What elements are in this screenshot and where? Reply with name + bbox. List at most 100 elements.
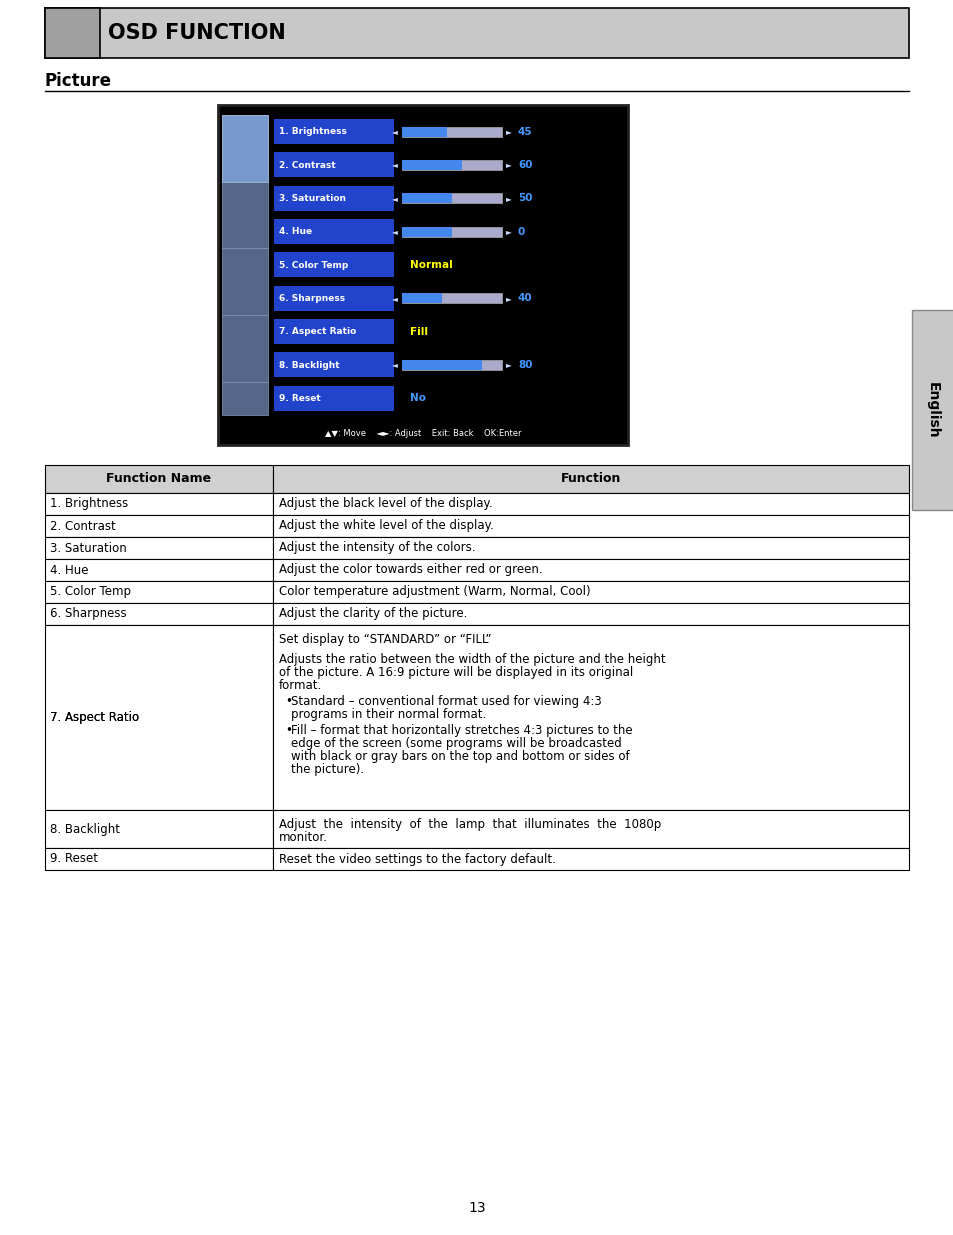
Bar bbox=[218, 105, 627, 445]
Text: 2. Contrast: 2. Contrast bbox=[278, 161, 335, 169]
Bar bbox=[274, 319, 394, 345]
Text: 8. Backlight: 8. Backlight bbox=[50, 823, 120, 836]
Text: ►: ► bbox=[505, 227, 512, 236]
Bar bbox=[273, 580, 908, 603]
Bar bbox=[45, 580, 273, 603]
Text: ◄: ◄ bbox=[392, 194, 397, 203]
Text: ◄: ◄ bbox=[392, 127, 397, 136]
Bar bbox=[222, 115, 268, 182]
Bar bbox=[273, 625, 908, 810]
Text: 5. Color Temp: 5. Color Temp bbox=[50, 585, 131, 599]
Text: 3. Saturation: 3. Saturation bbox=[50, 541, 127, 555]
Bar bbox=[222, 182, 268, 248]
Bar bbox=[401, 359, 501, 370]
Text: ►: ► bbox=[505, 127, 512, 136]
Bar bbox=[273, 559, 908, 580]
Bar bbox=[401, 359, 481, 370]
Bar bbox=[401, 294, 441, 304]
Text: 8. Backlight: 8. Backlight bbox=[278, 361, 339, 369]
Text: ◄: ◄ bbox=[392, 227, 397, 236]
Text: 6. Sharpness: 6. Sharpness bbox=[50, 608, 127, 620]
Bar bbox=[222, 382, 268, 415]
Bar bbox=[45, 810, 273, 848]
Bar bbox=[274, 152, 394, 178]
Bar bbox=[273, 515, 908, 537]
Bar bbox=[401, 127, 447, 137]
Text: Normal: Normal bbox=[410, 261, 453, 270]
Bar bbox=[222, 315, 268, 382]
Bar bbox=[274, 219, 394, 245]
Text: Reset the video settings to the factory default.: Reset the video settings to the factory … bbox=[278, 852, 556, 866]
Text: 9. Reset: 9. Reset bbox=[278, 394, 320, 403]
Bar bbox=[45, 515, 273, 537]
Bar bbox=[273, 810, 908, 848]
Text: No: No bbox=[410, 393, 426, 404]
Text: ◄: ◄ bbox=[392, 361, 397, 369]
Text: Color temperature adjustment (Warm, Normal, Cool): Color temperature adjustment (Warm, Norm… bbox=[278, 585, 590, 599]
Bar bbox=[45, 493, 273, 515]
Text: ►: ► bbox=[505, 194, 512, 203]
Bar bbox=[274, 252, 394, 278]
Bar bbox=[401, 161, 461, 170]
Bar bbox=[222, 248, 268, 315]
Bar bbox=[273, 848, 908, 869]
Text: Fill: Fill bbox=[410, 327, 428, 337]
Text: Adjust  the  intensity  of  the  lamp  that  illuminates  the  1080p: Adjust the intensity of the lamp that il… bbox=[278, 818, 660, 831]
Text: Set display to “STANDARD” or “FILL”: Set display to “STANDARD” or “FILL” bbox=[278, 634, 491, 646]
Bar bbox=[401, 161, 501, 170]
Text: 7. Aspect Ratio: 7. Aspect Ratio bbox=[278, 327, 355, 336]
Bar bbox=[401, 194, 452, 204]
Bar bbox=[401, 294, 501, 304]
Bar bbox=[274, 385, 394, 411]
Text: 7. Aspect Ratio: 7. Aspect Ratio bbox=[50, 711, 139, 724]
Bar bbox=[45, 603, 273, 625]
Text: ◄: ◄ bbox=[392, 294, 397, 303]
Text: Function: Function bbox=[560, 473, 620, 485]
Bar bbox=[222, 115, 268, 182]
Text: 5. Color Temp: 5. Color Temp bbox=[278, 261, 348, 269]
Text: the picture).: the picture). bbox=[291, 763, 364, 776]
Text: with black or gray bars on the top and bottom or sides of: with black or gray bars on the top and b… bbox=[291, 750, 629, 763]
Text: 45: 45 bbox=[517, 127, 532, 137]
Text: 0: 0 bbox=[517, 227, 525, 237]
Bar bbox=[45, 7, 100, 58]
Text: 4. Hue: 4. Hue bbox=[50, 563, 89, 577]
Bar bbox=[273, 603, 908, 625]
Bar bbox=[401, 227, 452, 237]
Bar bbox=[274, 185, 394, 211]
Text: •: • bbox=[285, 695, 292, 708]
Text: Standard – conventional format used for viewing 4:3: Standard – conventional format used for … bbox=[291, 695, 601, 708]
Text: 1. Brightness: 1. Brightness bbox=[278, 127, 347, 136]
Text: ►: ► bbox=[505, 361, 512, 369]
Text: OSD FUNCTION: OSD FUNCTION bbox=[108, 23, 286, 43]
Text: ◄: ◄ bbox=[392, 161, 397, 169]
Text: 50: 50 bbox=[517, 194, 532, 204]
Bar bbox=[274, 119, 394, 144]
Text: 80: 80 bbox=[517, 359, 532, 370]
Text: Function Name: Function Name bbox=[107, 473, 212, 485]
Text: ►: ► bbox=[505, 161, 512, 169]
Text: edge of the screen (some programs will be broadcasted: edge of the screen (some programs will b… bbox=[291, 737, 621, 750]
Text: 4. Hue: 4. Hue bbox=[278, 227, 312, 236]
Bar bbox=[273, 493, 908, 515]
Text: programs in their normal format.: programs in their normal format. bbox=[291, 708, 486, 721]
Text: 6. Sharpness: 6. Sharpness bbox=[278, 294, 345, 303]
Bar bbox=[45, 537, 273, 559]
Text: ▲▼: Move    ◄►: Adjust    Exit: Back    OK:Enter: ▲▼: Move ◄►: Adjust Exit: Back OK:Enter bbox=[324, 429, 520, 437]
Bar bbox=[274, 285, 394, 311]
Text: 13: 13 bbox=[468, 1200, 485, 1215]
Text: Adjust the clarity of the picture.: Adjust the clarity of the picture. bbox=[278, 608, 467, 620]
Text: Adjust the color towards either red or green.: Adjust the color towards either red or g… bbox=[278, 563, 542, 577]
Bar bbox=[911, 310, 953, 510]
Bar bbox=[401, 127, 501, 137]
Bar bbox=[401, 194, 501, 204]
Text: monitor.: monitor. bbox=[278, 831, 328, 844]
Text: English: English bbox=[925, 382, 939, 438]
Text: 9. Reset: 9. Reset bbox=[50, 852, 98, 866]
Text: 2. Contrast: 2. Contrast bbox=[50, 520, 115, 532]
Text: Adjust the intensity of the colors.: Adjust the intensity of the colors. bbox=[278, 541, 475, 555]
Bar bbox=[45, 7, 908, 58]
Text: Adjust the white level of the display.: Adjust the white level of the display. bbox=[278, 520, 494, 532]
Bar bbox=[45, 625, 273, 810]
Bar bbox=[401, 227, 501, 237]
